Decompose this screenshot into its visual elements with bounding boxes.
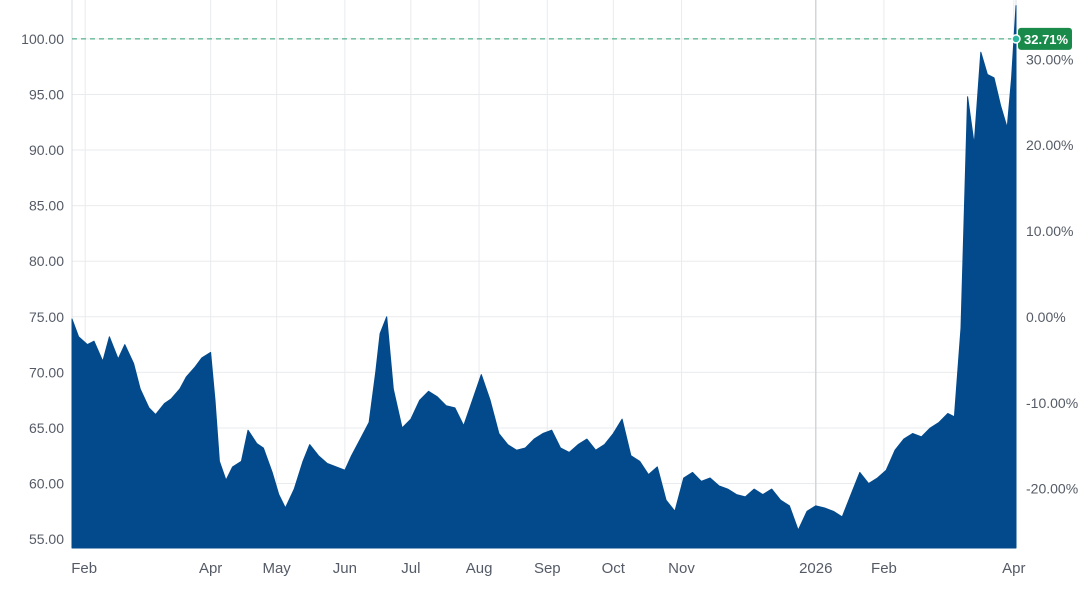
y-tick-label: 100.00 xyxy=(21,31,64,47)
y2-tick-label: 10.00% xyxy=(1026,223,1073,239)
x-tick-label: Nov xyxy=(668,560,695,577)
y2-tick-label: -20.00% xyxy=(1026,481,1078,497)
y-tick-label: 75.00 xyxy=(29,309,64,325)
right-axis: -20.00% -10.00% 0.00% 10.00% 20.00% 30.00% xyxy=(1026,51,1078,496)
y-tick-label: 85.00 xyxy=(29,198,64,214)
x-tick-label: 2026 xyxy=(799,560,832,577)
x-tick-label: Feb xyxy=(871,560,897,577)
current-value-badge-text: 32.71% xyxy=(1024,32,1069,47)
x-tick-label: Jul xyxy=(401,560,420,577)
y-tick-label: 65.00 xyxy=(29,420,64,436)
x-tick-label: Oct xyxy=(602,560,626,577)
x-tick-label: Sep xyxy=(534,560,561,577)
x-tick-label: May xyxy=(262,560,291,577)
current-value-marker xyxy=(1011,34,1021,44)
y-tick-label: 80.00 xyxy=(29,253,64,269)
y-tick-label: 95.00 xyxy=(29,86,64,102)
y2-tick-label: 20.00% xyxy=(1026,137,1073,153)
x-tick-label: Feb xyxy=(71,560,97,577)
x-tick-label: Jun xyxy=(333,560,357,577)
x-tick-label: Apr xyxy=(199,560,222,577)
y-tick-label: 55.00 xyxy=(29,531,64,547)
y2-tick-label: -10.00% xyxy=(1026,395,1078,411)
y2-tick-label: 30.00% xyxy=(1026,51,1073,67)
current-value-badge xyxy=(1018,27,1072,50)
y2-tick-label: 0.00% xyxy=(1026,309,1066,325)
price-area xyxy=(71,5,1017,549)
area-layer xyxy=(71,5,1017,549)
y-tick-label: 70.00 xyxy=(29,364,64,380)
x-tick-label: Apr xyxy=(1002,560,1025,577)
current-value-badge-group: 32.71% xyxy=(1011,27,1072,50)
x-tick-label: Aug xyxy=(466,560,493,577)
x-axis: Feb Apr May Jun Jul Aug Sep Oct Nov 2026 Feb Apr xyxy=(71,560,1025,577)
left-axis: 55.00 60.00 65.00 70.00 75.00 80.00 85.00 90.00… xyxy=(21,31,64,547)
y-tick-label: 90.00 xyxy=(29,142,64,158)
y-tick-label: 60.00 xyxy=(29,476,64,492)
